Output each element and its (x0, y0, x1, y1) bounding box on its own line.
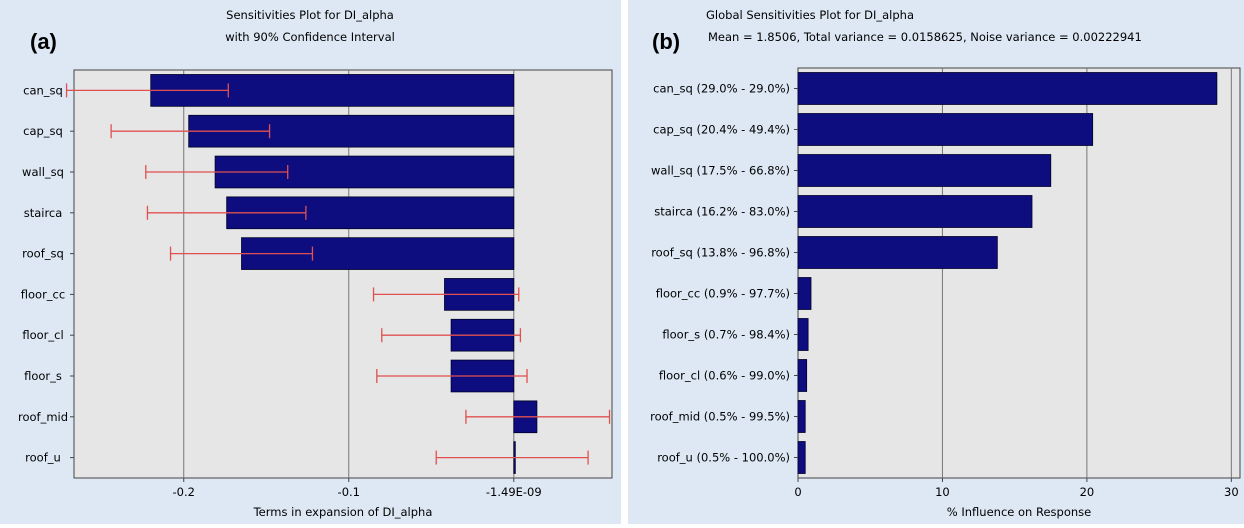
bar (797, 113, 1094, 146)
bar (797, 441, 806, 474)
category-label: roof_sq (22, 247, 64, 261)
category-label: roof_u (0.5% - 100.0%) (657, 451, 790, 465)
global-sensitivities-panel: (b) Global Sensitivities Plot for DI_alph… (628, 0, 1244, 524)
chart-title: Sensitivities Plot for DI_alpha (226, 8, 394, 22)
x-tick-label: -0.2 (173, 485, 195, 499)
panel-label: (b) (652, 29, 680, 54)
category-label: floor_s (0.7% - 98.4%) (662, 328, 790, 342)
category-label: can_sq (29.0% - 29.0%) (653, 82, 790, 96)
x-tick-label: -1.49E-09 (486, 485, 542, 499)
category-label: can_sq (23, 83, 63, 97)
category-label: cap_sq (23, 124, 63, 138)
x-tick-label: 20 (1080, 485, 1095, 499)
x-tick-label: 30 (1224, 485, 1239, 499)
x-axis-title: % Influence on Response (947, 505, 1091, 519)
category-label: cap_sq (20.4% - 49.4%) (653, 123, 790, 137)
chart-subtitle: Mean = 1.8506, Total variance = 0.015862… (708, 30, 1142, 44)
category-label: floor_cc (0.9% - 97.7%) (656, 287, 790, 301)
category-label: floor_s (24, 369, 62, 383)
bar (797, 236, 998, 269)
bar (797, 277, 812, 310)
panel-label: (a) (30, 29, 57, 54)
category-label: roof_mid (0.5% - 99.5%) (650, 410, 790, 424)
category-label: floor_cl (0.6% - 99.0%) (659, 369, 790, 383)
category-label: wall_sq (17.5% - 66.8%) (651, 164, 790, 178)
chart-subtitle: with 90% Confidence Interval (225, 30, 395, 44)
category-label: floor_cl (22, 328, 63, 342)
category-label: stairca (24, 206, 63, 220)
category-label: roof_u (25, 451, 61, 465)
bar (797, 400, 806, 433)
bar (797, 195, 1033, 228)
bar (797, 318, 809, 351)
x-tick-label: -0.1 (338, 485, 360, 499)
category-label: roof_mid (18, 410, 68, 424)
category-label: stairca (16.2% - 83.0%) (654, 205, 790, 219)
category-label: roof_sq (13.8% - 96.8%) (651, 246, 790, 260)
bar (797, 154, 1052, 187)
chart-title: Global Sensitivities Plot for DI_alpha (706, 8, 914, 22)
category-label: floor_cc (21, 287, 65, 301)
bar (797, 72, 1218, 105)
global-sensitivities-chart: (b) Global Sensitivities Plot for DI_alph… (628, 0, 1244, 524)
x-axis-title: Terms in expansion of DI_alpha (253, 505, 433, 519)
x-tick-label: 0 (794, 485, 801, 499)
bar (797, 359, 808, 392)
x-tick-label: 10 (935, 485, 950, 499)
category-label: wall_sq (22, 165, 64, 179)
